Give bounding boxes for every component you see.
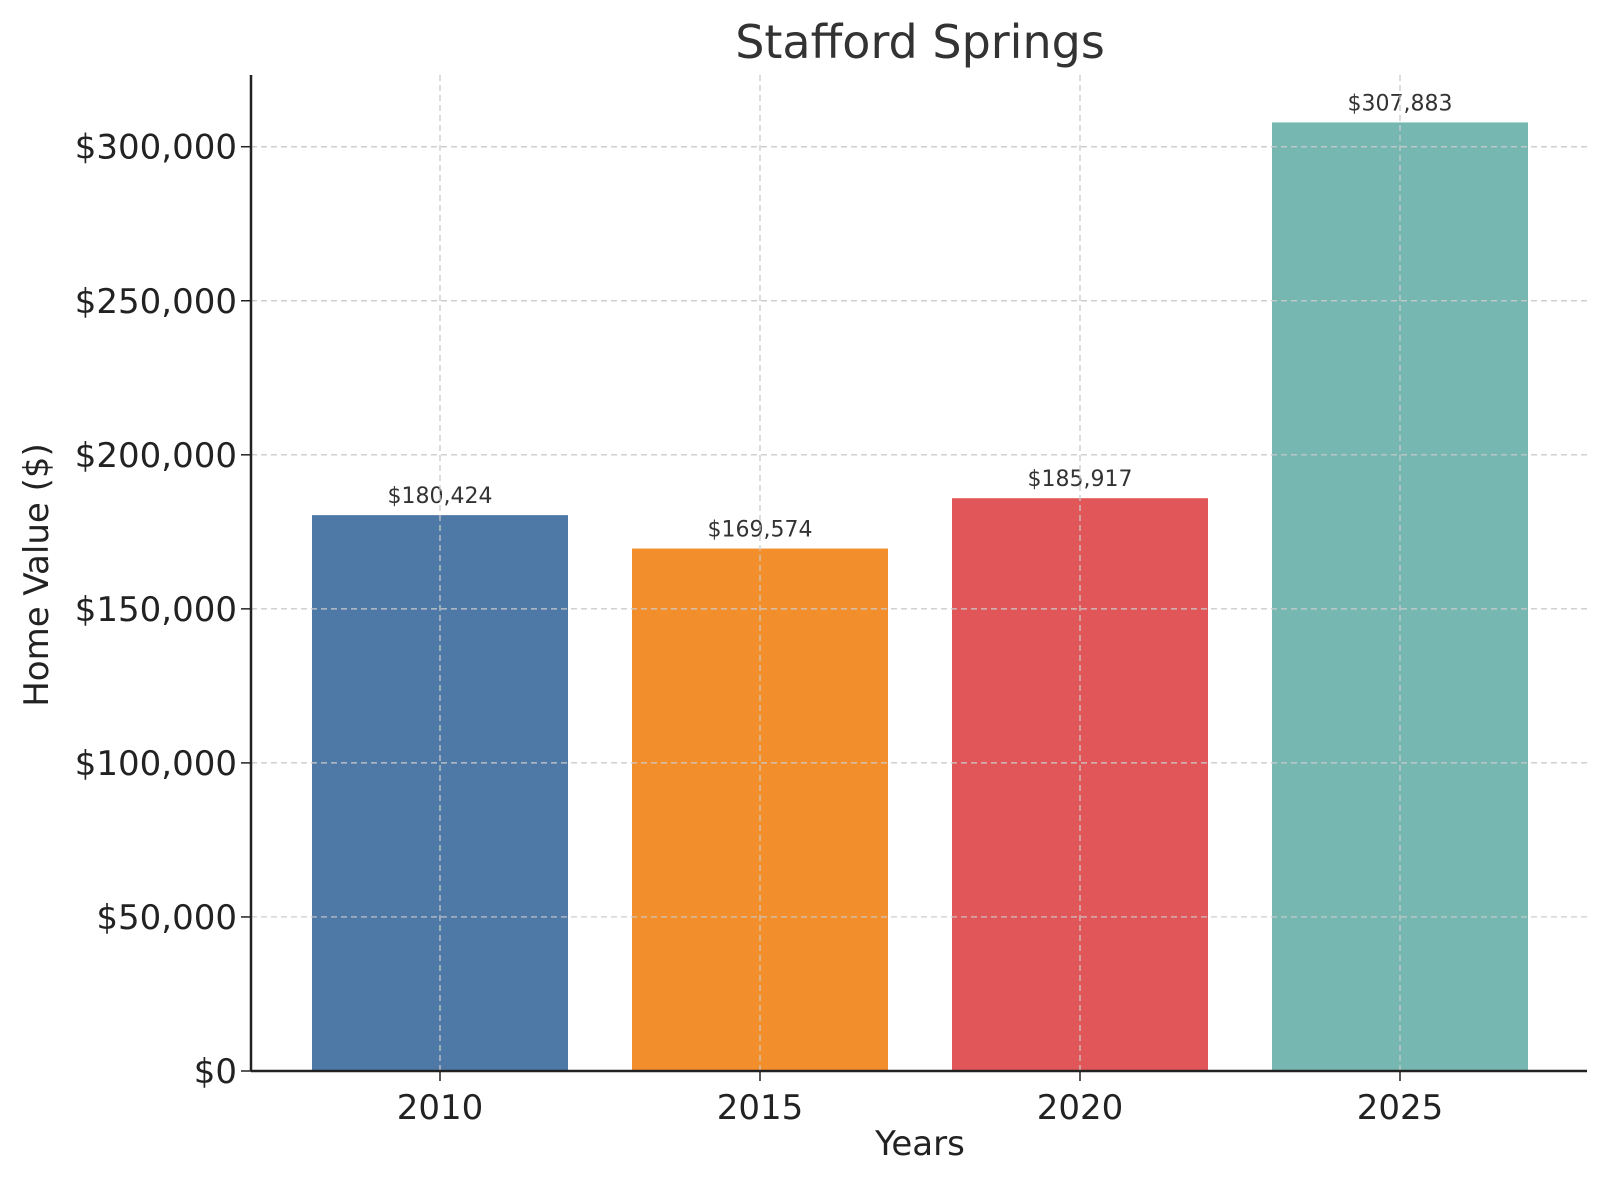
y-tick-label: $200,000 — [75, 436, 237, 476]
chart-title: Stafford Springs — [735, 15, 1105, 69]
x-axis-label: Years — [874, 1124, 965, 1164]
y-tick-label: $300,000 — [75, 128, 237, 168]
x-tick-label: 2020 — [1037, 1088, 1124, 1128]
x-tick-label: 2015 — [717, 1088, 804, 1128]
y-tick-label: $100,000 — [75, 744, 237, 784]
x-tick-label: 2025 — [1357, 1088, 1444, 1128]
y-tick-label: $0 — [194, 1052, 237, 1092]
x-tick-label: 2010 — [397, 1088, 484, 1128]
y-tick-label: $150,000 — [75, 590, 237, 630]
y-tick-label: $50,000 — [96, 898, 237, 938]
y-axis-label: Home Value ($) — [17, 443, 57, 707]
bars-layer: $180,424$169,574$185,917$307,883 — [251, 75, 1587, 1072]
y-tick-label: $250,000 — [75, 282, 237, 322]
axes-layer: $0 $50,000 $100,000 $150,000 $200,000 $250,00… — [75, 75, 1587, 1128]
